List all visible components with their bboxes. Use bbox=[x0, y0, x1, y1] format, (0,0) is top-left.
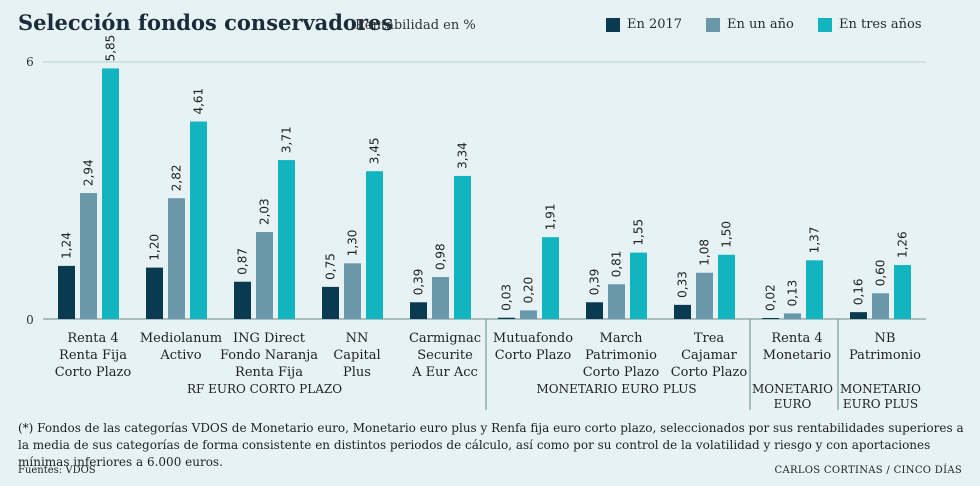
data-label: 3,34 bbox=[456, 142, 470, 169]
bar bbox=[806, 260, 823, 319]
category-label: Renta 4 Renta Fija Corto Plazo bbox=[55, 331, 132, 380]
bar bbox=[718, 254, 735, 319]
legend-label-en-2017: En 2017 bbox=[627, 17, 683, 32]
data-label: 0,39 bbox=[588, 269, 602, 296]
group-label: MONETARIO EURO PLUS bbox=[536, 382, 696, 396]
data-label: 2,94 bbox=[82, 159, 96, 186]
bar bbox=[872, 293, 889, 319]
bar bbox=[586, 302, 603, 319]
data-label: 0,60 bbox=[874, 260, 888, 287]
bar bbox=[542, 237, 559, 319]
bar bbox=[850, 312, 867, 319]
data-label: 1,08 bbox=[698, 239, 712, 266]
data-label: 0,03 bbox=[500, 284, 514, 311]
data-label: 0,39 bbox=[412, 269, 426, 296]
category-label: Mediolanum Activo bbox=[140, 331, 222, 363]
data-label: 3,71 bbox=[280, 126, 294, 153]
data-label: 0,75 bbox=[324, 253, 338, 280]
category-label: Carmignac Securite A Eur Acc bbox=[409, 331, 481, 380]
category-label: Renta 4 Monetario bbox=[763, 331, 832, 363]
bar bbox=[762, 318, 779, 319]
group-label: RF EURO CORTO PLAZO bbox=[187, 382, 342, 396]
bar bbox=[432, 277, 449, 319]
footnote: (*) Fondos de las categorías VDOS de Mon… bbox=[18, 421, 964, 469]
category-label: NB Patrimonio bbox=[849, 331, 921, 363]
data-label: 0,33 bbox=[676, 271, 690, 298]
category-label: March Patrimonio Corto Plazo bbox=[583, 331, 660, 380]
group-label: MONETARIO EURO bbox=[752, 382, 833, 411]
bar bbox=[784, 313, 801, 319]
bar bbox=[454, 175, 471, 319]
data-label: 2,03 bbox=[258, 198, 272, 225]
data-label: 4,61 bbox=[192, 88, 206, 115]
bar bbox=[256, 232, 273, 319]
data-label: 0,02 bbox=[764, 284, 778, 311]
data-label: 5,85 bbox=[104, 35, 118, 62]
data-label: 1,20 bbox=[148, 234, 162, 261]
bar bbox=[102, 68, 119, 319]
bar bbox=[608, 284, 625, 319]
chart-title: Selección fondos conservadores bbox=[18, 10, 394, 35]
category-label: NN Capital Plus bbox=[333, 331, 380, 380]
bar bbox=[234, 281, 251, 319]
data-label: 0,98 bbox=[434, 243, 448, 270]
data-label: 1,26 bbox=[896, 231, 910, 258]
legend-item-en-2017: En 2017 bbox=[606, 17, 682, 32]
bar bbox=[278, 160, 295, 319]
data-label: 0,16 bbox=[852, 278, 866, 305]
bar bbox=[146, 267, 163, 319]
bar bbox=[58, 265, 75, 319]
bar-chart: 6 0 1,24 2,94 5,85 Renta 4 Renta Fija Corto Pla… bbox=[26, 35, 926, 411]
data-label: 1,24 bbox=[60, 232, 74, 259]
bar bbox=[410, 302, 427, 319]
data-label: 1,55 bbox=[632, 219, 646, 246]
data-label: 2,82 bbox=[170, 164, 184, 191]
data-label: 3,45 bbox=[368, 138, 382, 165]
bar bbox=[520, 310, 537, 319]
data-label: 1,91 bbox=[544, 203, 558, 230]
sources: Fuentes: VDOS bbox=[18, 465, 96, 476]
category-label: Trea Cajamar Corto Plazo bbox=[671, 331, 748, 380]
credit: CARLOS CORTINAS / CINCO DÍAS bbox=[774, 465, 962, 476]
bar bbox=[894, 265, 911, 319]
bar bbox=[630, 252, 647, 319]
chart-subtitle: Rentabilidad en % bbox=[355, 18, 476, 33]
legend-swatch-en-un-ano bbox=[706, 17, 720, 32]
bar bbox=[696, 272, 713, 319]
bar bbox=[190, 121, 207, 319]
bar bbox=[168, 198, 185, 319]
data-label: 1,30 bbox=[346, 230, 360, 257]
y-tick-label: 6 bbox=[26, 55, 34, 69]
legend-swatch-en-tres-anos bbox=[818, 17, 832, 32]
bar bbox=[674, 304, 691, 319]
legend-item-en-tres-anos: En tres años bbox=[818, 17, 922, 32]
category-label: ING Direct Fondo Naranja Renta Fija bbox=[220, 331, 318, 380]
bar bbox=[498, 317, 515, 319]
group-label: MONETARIO EURO PLUS bbox=[840, 382, 921, 411]
data-label: 0,20 bbox=[522, 277, 536, 304]
data-label: 0,13 bbox=[786, 280, 800, 307]
data-label: 0,81 bbox=[610, 251, 624, 278]
legend-item-en-un-ano: En un año bbox=[706, 17, 794, 32]
bar bbox=[344, 263, 361, 319]
legend-label-en-un-ano: En un año bbox=[727, 17, 794, 32]
data-label: 0,87 bbox=[236, 248, 250, 275]
category-label: Mutuafondo Corto Plazo bbox=[493, 331, 573, 363]
data-label: 1,50 bbox=[720, 221, 734, 248]
bar bbox=[322, 286, 339, 319]
bar bbox=[80, 193, 97, 319]
legend-swatch-en-2017 bbox=[606, 17, 620, 32]
legend-label-en-tres-anos: En tres años bbox=[839, 17, 922, 32]
y-tick-label: 0 bbox=[26, 313, 34, 327]
bar bbox=[366, 171, 383, 319]
data-label: 1,37 bbox=[808, 227, 822, 254]
